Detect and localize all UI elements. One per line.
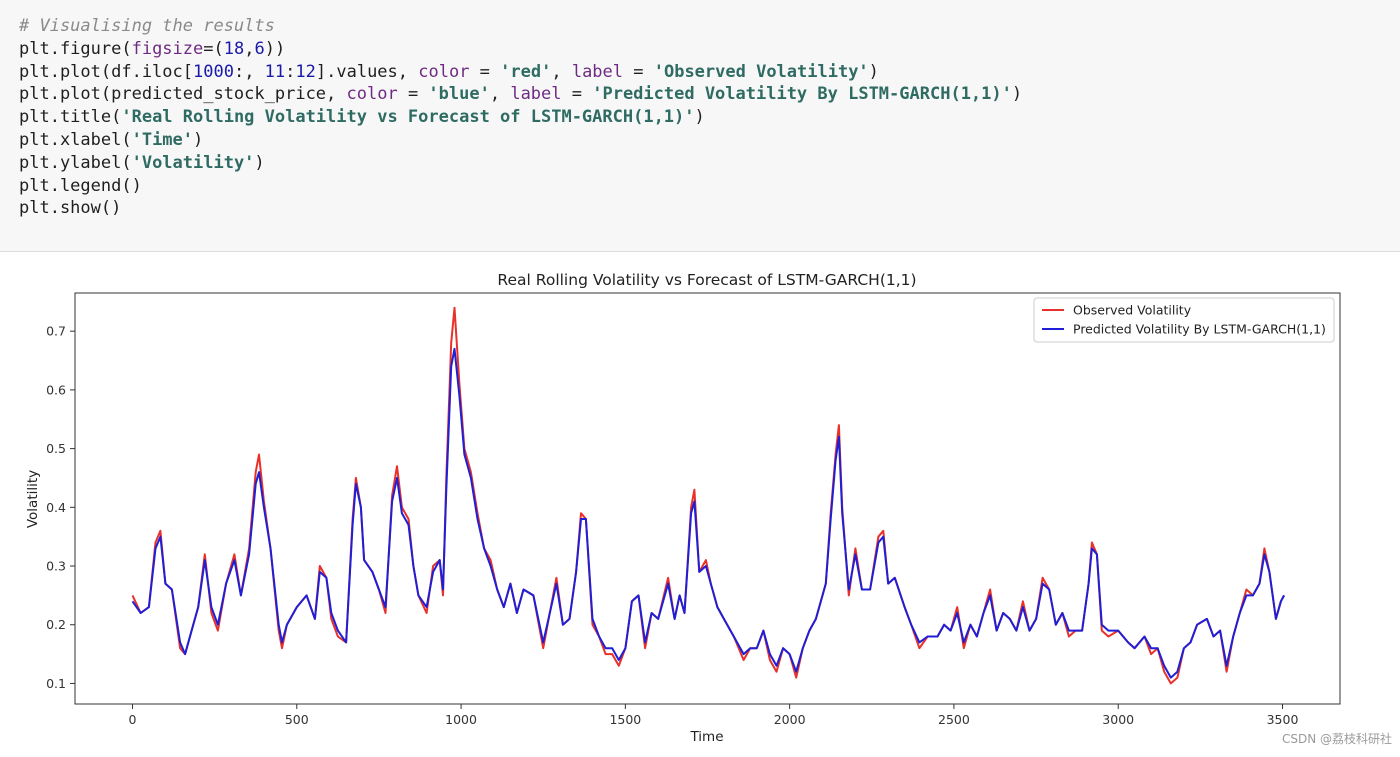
y-tick-label: 0.1 bbox=[46, 676, 66, 691]
code-token: ) bbox=[193, 129, 204, 150]
code-token: ) bbox=[1011, 84, 1023, 105]
code-token: color bbox=[346, 84, 398, 105]
y-axis-label: Volatility bbox=[25, 470, 41, 528]
code-token: , bbox=[244, 38, 255, 59]
code-token: plt.title( bbox=[19, 107, 122, 128]
volatility-chart: Real Rolling Volatility vs Forecast of L… bbox=[25, 271, 1341, 745]
code-token: plt.ylabel( bbox=[19, 152, 132, 173]
x-axis-label: Time bbox=[689, 729, 723, 745]
x-tick-label: 2000 bbox=[774, 712, 806, 727]
x-tick-label: 1000 bbox=[445, 712, 477, 727]
code-token: , bbox=[489, 84, 511, 105]
code-line: # Visualising the results bbox=[19, 15, 1022, 38]
code-token: color bbox=[418, 61, 470, 82]
y-tick-label: 0.2 bbox=[46, 617, 66, 632]
code-token: 'blue' bbox=[428, 84, 490, 105]
code-token: 'Time' bbox=[131, 129, 194, 150]
plot-frame bbox=[74, 292, 1341, 705]
code-token: ) bbox=[694, 107, 705, 128]
code-token: label bbox=[510, 84, 562, 105]
code-token: :, bbox=[233, 61, 265, 82]
y-tick-label: 0.5 bbox=[46, 441, 66, 456]
x-tick-label: 0 bbox=[129, 712, 137, 727]
code-token: 12 bbox=[295, 61, 316, 82]
code-token: plt.legend() bbox=[19, 175, 142, 196]
code-line: plt.ylabel('Volatility') bbox=[19, 152, 1022, 175]
code-token: = bbox=[469, 61, 501, 82]
code-line: plt.figure(figsize=(18,6)) bbox=[19, 38, 1022, 61]
code-line: plt.plot(df.iloc[1000:, 11:12].values, c… bbox=[19, 61, 1022, 84]
code-editor[interactable]: # Visualising the results plt.figure(figs… bbox=[19, 15, 1022, 220]
x-tick-label: 3000 bbox=[1102, 712, 1134, 727]
code-token: 18 bbox=[223, 38, 245, 59]
y-tick-label: 0.6 bbox=[46, 382, 66, 397]
code-token: ].values, bbox=[315, 61, 419, 82]
code-token: , bbox=[551, 61, 572, 82]
code-line: plt.xlabel('Time') bbox=[19, 129, 1022, 152]
x-tick-label: 500 bbox=[285, 712, 309, 727]
code-token: = bbox=[623, 61, 654, 82]
series-line-predicted bbox=[131, 347, 1285, 679]
code-token: plt.show() bbox=[19, 198, 122, 219]
y-tick-label: 0.3 bbox=[46, 559, 66, 574]
code-line: plt.plot(predicted_stock_price, color = … bbox=[19, 83, 1022, 106]
code-token: 1000 bbox=[193, 61, 234, 82]
code-token: )) bbox=[264, 38, 286, 59]
code-token: = bbox=[561, 84, 593, 105]
code-token: 11 bbox=[264, 61, 286, 82]
code-token: 'Real Rolling Volatility vs Forecast of … bbox=[121, 107, 695, 128]
code-cell[interactable]: # Visualising the results plt.figure(figs… bbox=[0, 0, 1400, 252]
legend-label: Observed Volatility bbox=[1073, 303, 1192, 318]
code-line: plt.legend() bbox=[19, 175, 1022, 198]
code-token: ) bbox=[254, 152, 265, 173]
output-area: Real Rolling Volatility vs Forecast of L… bbox=[0, 253, 1400, 753]
code-token: # Visualising the results bbox=[19, 16, 275, 36]
y-tick-label: 0.7 bbox=[46, 324, 66, 339]
code-line: plt.show() bbox=[19, 197, 1022, 220]
code-line: plt.title('Real Rolling Volatility vs Fo… bbox=[19, 106, 1022, 129]
code-token: plt.figure( bbox=[19, 38, 132, 59]
code-token: 'Predicted Volatility By LSTM-GARCH(1,1)… bbox=[592, 84, 1012, 105]
legend: Observed Volatility Predicted Volatility … bbox=[1033, 297, 1335, 343]
code-token: 'red' bbox=[500, 61, 552, 82]
x-tick-label: 1500 bbox=[609, 712, 641, 727]
legend-box bbox=[1033, 297, 1335, 343]
code-token: = bbox=[397, 84, 429, 105]
code-token: plt.plot(predicted_stock_price, bbox=[19, 84, 347, 105]
y-tick-label: 0.4 bbox=[46, 500, 66, 515]
code-token: =( bbox=[203, 38, 224, 59]
x-tick-label: 3500 bbox=[1267, 712, 1299, 727]
code-token: : bbox=[285, 61, 296, 82]
chart-title: Real Rolling Volatility vs Forecast of L… bbox=[497, 271, 916, 289]
code-token: figsize bbox=[131, 38, 204, 59]
code-token: 'Volatility' bbox=[131, 152, 255, 173]
series-line-observed bbox=[131, 306, 1285, 685]
code-token: ) bbox=[868, 61, 879, 82]
code-token: label bbox=[571, 61, 624, 82]
code-token: plt.plot(df.iloc[ bbox=[19, 61, 193, 82]
code-token: 6 bbox=[254, 38, 265, 59]
watermark-text: CSDN @荔枝科研社 bbox=[1281, 732, 1392, 746]
x-tick-label: 2500 bbox=[938, 712, 970, 727]
legend-label: Predicted Volatility By LSTM-GARCH(1,1) bbox=[1073, 322, 1326, 337]
code-token: plt.xlabel( bbox=[19, 129, 132, 150]
code-token: 'Observed Volatility' bbox=[653, 61, 869, 82]
